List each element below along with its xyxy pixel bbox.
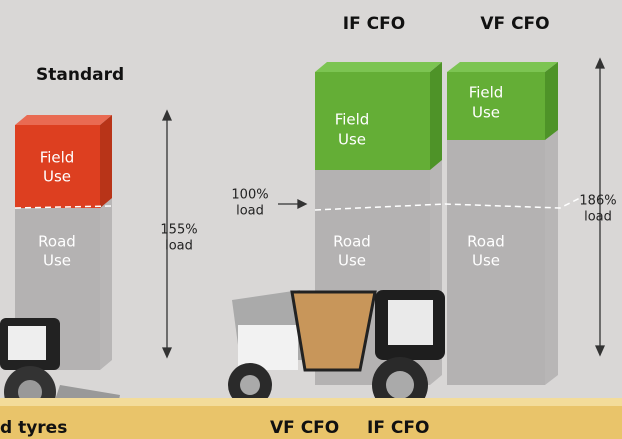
bottom-label: IF CFO xyxy=(367,418,429,438)
bottom-label: VF CFO xyxy=(270,418,339,438)
column-title: VF CFO xyxy=(480,14,549,34)
field-label: Use xyxy=(338,131,366,149)
column-side xyxy=(545,62,558,140)
road-label: Road xyxy=(467,233,505,251)
annotation: 100% xyxy=(231,188,268,203)
annotation: load xyxy=(236,204,264,219)
field-label: Field xyxy=(469,84,504,102)
road-block xyxy=(447,140,545,385)
column-title: Standard xyxy=(36,65,124,85)
bottom-label: d tyres xyxy=(0,418,67,438)
field-ground xyxy=(0,398,622,406)
annotation: load xyxy=(165,239,193,254)
annotation: load xyxy=(584,210,612,225)
column-top xyxy=(15,115,112,125)
annotation: 186% xyxy=(579,194,616,209)
column-title: IF CFO xyxy=(343,14,405,34)
column-top xyxy=(315,62,442,72)
arrows xyxy=(161,57,606,359)
column-side xyxy=(545,62,558,385)
field-block xyxy=(15,125,100,208)
road-label: Road xyxy=(38,233,76,251)
field-label: Use xyxy=(472,104,500,122)
vf-cfo-column: VF CFO Field Use Road Use xyxy=(447,14,558,385)
field-label: Field xyxy=(40,149,75,167)
annotation: 155% xyxy=(160,223,197,238)
column-side xyxy=(430,62,442,170)
road-label: Use xyxy=(43,252,71,270)
harvester-right xyxy=(228,290,445,413)
baseline xyxy=(14,197,581,211)
column-top xyxy=(447,62,558,72)
road-label: Use xyxy=(472,252,500,270)
field-label: Use xyxy=(43,168,71,186)
column-side xyxy=(100,115,112,208)
field-label: Field xyxy=(335,111,370,129)
road-label: Road xyxy=(333,233,371,251)
field-block xyxy=(447,72,545,140)
road-label: Use xyxy=(338,252,366,270)
field-block xyxy=(315,72,430,170)
